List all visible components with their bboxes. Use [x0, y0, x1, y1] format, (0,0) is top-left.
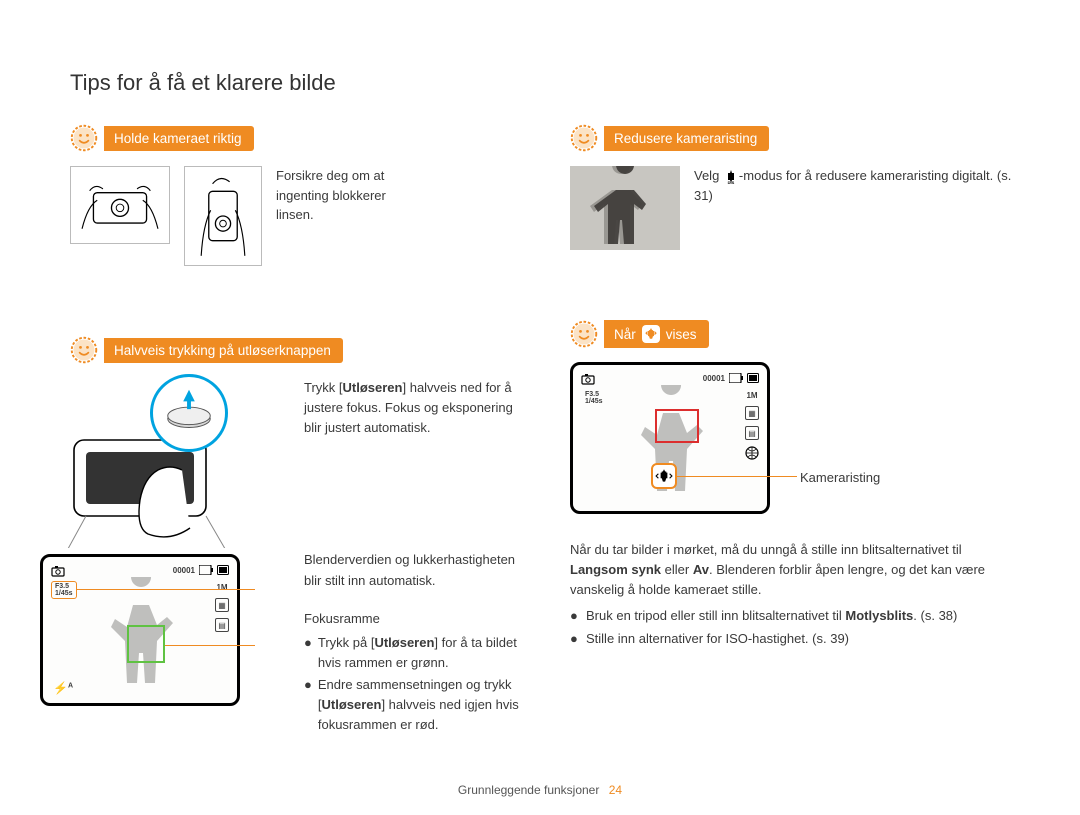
page-number: 24: [609, 783, 622, 797]
footer-section: Grunnleggende funksjoner: [458, 783, 599, 797]
heading-when-shown: Når vises: [570, 320, 1020, 348]
heading-reduce-shake: Redusere kameraristing: [570, 124, 1020, 152]
grid-icon: ▦: [745, 406, 759, 420]
zoom-circle: [150, 374, 228, 452]
heading-hold-camera: Holde kameraet riktig: [70, 124, 520, 152]
page-footer: Grunnleggende funksjoner 24: [0, 783, 1080, 797]
page-title: Tips for å få et klarere bilde: [70, 70, 1020, 96]
dark-warning-text: Når du tar bilder i mørket, må du unngå …: [570, 540, 1020, 600]
quality-icon: ▤: [745, 426, 759, 440]
dark-bullets: ●Bruk en tripod eller still inn blitsalt…: [570, 606, 1020, 648]
heading-half-press: Halvveis trykking på utløserknappen: [70, 336, 520, 364]
lcd-right-icons: 1M ▦ ▤: [745, 391, 759, 460]
right-column: Redusere kameraristing Velg DIS -modus f…: [570, 124, 1020, 738]
smiley-gear-icon: [570, 320, 598, 348]
focus-bullets: ●Trykk på [Utløseren] for å ta bildet hv…: [304, 633, 520, 736]
lcd-preview-green: F3.5 1/45s 00001 1M ▦ ▤: [40, 554, 240, 706]
lcd-counter: 00001: [173, 565, 229, 575]
left-column: Holde kameraet riktig: [70, 124, 520, 738]
illustration-hold-portrait: [184, 166, 262, 266]
smiley-gear-icon: [70, 124, 98, 152]
lcd-aperture-shutter: F3.5 1/45s: [51, 581, 77, 599]
lcd-right-icons: 1M ▦ ▤: [215, 583, 229, 632]
svg-text:DIS: DIS: [728, 180, 735, 185]
heading-pill-when: Når vises: [604, 320, 709, 348]
lcd-shutter: 1/45s: [55, 590, 73, 597]
caption-hold: Forsikre deg om at ingenting blokkerer l…: [276, 166, 426, 225]
illustration-hold-landscape: [70, 166, 170, 244]
dis-mode-icon: DIS: [723, 169, 739, 185]
shake-indicator-icon: [651, 463, 677, 489]
grid-icon: ▦: [215, 598, 229, 612]
globe-icon: [745, 446, 759, 460]
heading-pill-hold: Holde kameraet riktig: [104, 126, 254, 151]
lcd-mode-icon: [51, 565, 65, 579]
smiley-gear-icon: [570, 124, 598, 152]
lcd-preview-red: F3.5 1/45s 00001 1M ▦ ▤: [570, 362, 770, 514]
focus-frame-red: [655, 409, 699, 443]
flash-icon: ⚡A: [53, 681, 73, 695]
heading-pill-reduce: Redusere kameraristing: [604, 126, 769, 151]
callout-shake: Kameraristing: [800, 470, 880, 485]
caption-reduce-shake: Velg DIS -modus for å redusere kameraris…: [694, 166, 1020, 206]
quality-icon: ▤: [215, 618, 229, 632]
caption-auto-values: Blenderverdien og lukkerhastigheten blir…: [304, 550, 520, 590]
lcd-aperture: F3.5: [55, 583, 69, 590]
lcd-mode-icon: [581, 373, 595, 387]
focus-frame-green: [127, 625, 165, 663]
lcd-counter: 00001: [703, 373, 759, 383]
shake-hand-icon: [642, 325, 660, 343]
focus-frame-title: Fokusramme: [304, 609, 520, 629]
caption-halfpress: Trykk [Utløseren] halvveis ned for å jus…: [304, 378, 520, 438]
smiley-gear-icon: [70, 336, 98, 364]
illustration-camera-hand: [40, 378, 250, 548]
heading-pill-halfpress: Halvveis trykking på utløserknappen: [104, 338, 343, 363]
illustration-blurry-photo: [570, 166, 680, 250]
lcd-aperture-shutter: F3.5 1/45s: [581, 389, 607, 407]
